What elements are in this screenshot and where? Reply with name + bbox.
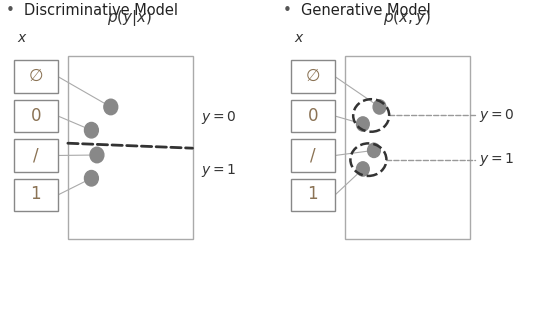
Circle shape xyxy=(104,99,118,115)
FancyBboxPatch shape xyxy=(68,56,193,239)
Text: $\varnothing$: $\varnothing$ xyxy=(305,68,321,85)
Text: $0$: $0$ xyxy=(307,108,319,125)
Text: Generative Model: Generative Model xyxy=(301,3,430,18)
Circle shape xyxy=(90,147,104,163)
Text: $1$: $1$ xyxy=(307,186,319,203)
Text: $p(y|x)$: $p(y|x)$ xyxy=(107,8,153,28)
Text: $x$: $x$ xyxy=(294,31,305,45)
FancyBboxPatch shape xyxy=(291,60,335,93)
Text: $1$: $1$ xyxy=(30,186,42,203)
Text: •: • xyxy=(6,3,19,18)
FancyBboxPatch shape xyxy=(291,179,335,211)
Text: $x$: $x$ xyxy=(17,31,28,45)
Text: $/$: $/$ xyxy=(32,146,40,165)
FancyBboxPatch shape xyxy=(291,139,335,172)
Text: $p(x, y)$: $p(x, y)$ xyxy=(383,8,431,27)
Text: Discriminative Model: Discriminative Model xyxy=(23,3,177,18)
Text: $0$: $0$ xyxy=(30,108,42,125)
Text: $y = 0$: $y = 0$ xyxy=(201,109,236,126)
FancyBboxPatch shape xyxy=(14,100,58,132)
Text: •: • xyxy=(283,3,296,18)
FancyBboxPatch shape xyxy=(14,60,58,93)
FancyBboxPatch shape xyxy=(14,179,58,211)
Text: $y = 0$: $y = 0$ xyxy=(479,107,515,124)
Text: $\varnothing$: $\varnothing$ xyxy=(28,68,44,85)
Circle shape xyxy=(357,162,369,176)
Circle shape xyxy=(373,100,386,114)
Text: $y = 1$: $y = 1$ xyxy=(479,151,515,168)
Text: $y = 1$: $y = 1$ xyxy=(201,162,236,179)
Circle shape xyxy=(85,122,99,138)
FancyBboxPatch shape xyxy=(291,100,335,132)
Circle shape xyxy=(368,143,381,157)
Circle shape xyxy=(357,117,369,131)
FancyBboxPatch shape xyxy=(345,56,470,239)
Text: $/$: $/$ xyxy=(309,146,317,165)
FancyBboxPatch shape xyxy=(14,139,58,172)
Circle shape xyxy=(85,170,99,186)
